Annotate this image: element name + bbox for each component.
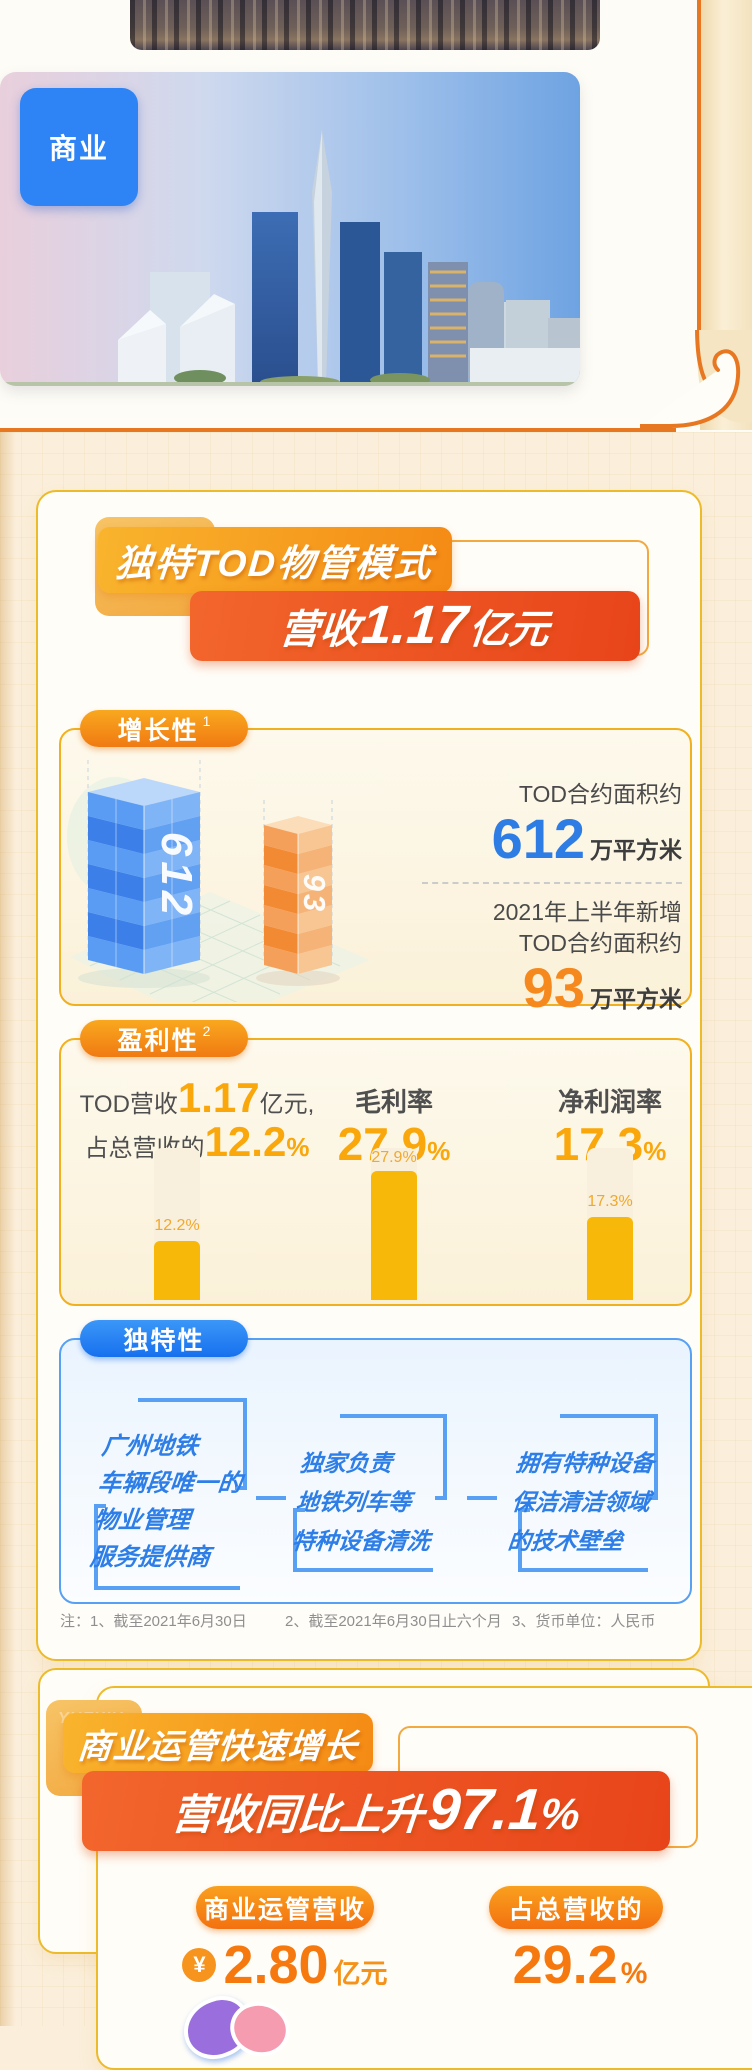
unique-line: 独家负责 (298, 1450, 394, 1476)
unique-line: 服务提供商 (88, 1544, 212, 1571)
unique-line: 的技术壁垒 (506, 1528, 625, 1554)
gross-margin-pct-sign: % (427, 1136, 451, 1166)
growth-pill-footnote: 1 (202, 712, 211, 729)
revenue-share-pill: 占总营收的 (489, 1886, 663, 1929)
bar-value-label: 17.3% (587, 1193, 633, 1210)
share-pct-sign: % (286, 1132, 310, 1163)
footnote-3: 3、货币单位：人民币 (512, 1613, 656, 1630)
bar-value-label: 12.2% (154, 1217, 200, 1234)
unique-line: 物业管理 (92, 1507, 192, 1534)
net-margin-pct-sign: % (643, 1136, 667, 1166)
commercial-revenue-unit: 亿元 (333, 1959, 388, 1989)
profit-pill-label: 盈利性 (117, 1026, 199, 1055)
section-tab-commercial[interactable]: 商业 (20, 88, 138, 206)
commercial-title-line1: 商业运管快速增长 (76, 1727, 360, 1766)
new-area-value: 93 (522, 955, 585, 1019)
tower-small-value: 93 (297, 874, 332, 914)
unique-item-2: 独家负责 地铁列车等 特种设备清洗 (290, 1444, 440, 1561)
unique-line: 保洁清洁领域 (510, 1489, 652, 1515)
bar-net-margin: 17.3% (587, 1148, 633, 1300)
new-area-label-line1: 2021年上半年新增 (492, 898, 682, 925)
growth-stats: TOD合约面积约 612 万平方米 2021年上半年新增 TOD合约面积约 93… (378, 779, 682, 1018)
footnote-1: 注：1、截至2021年6月30日 (60, 1613, 247, 1630)
revenue-share-pct-sign: % (620, 1957, 648, 1990)
tod-title-line1: 独特TOD物管模式 (114, 543, 436, 584)
unique-line: 广州地铁 (100, 1433, 200, 1460)
left-edge-shade (0, 432, 16, 2026)
new-area-unit: 万平方米 (590, 985, 682, 1012)
uniqueness-pill-label: 独特性 (123, 1326, 205, 1355)
revenue-share-value-row: 29.2 % (460, 1938, 700, 1992)
top-photo-strip (130, 0, 600, 50)
bar-value-label: 27.9% (371, 1149, 417, 1166)
gross-margin-label: 毛利率 (354, 1087, 433, 1117)
uniqueness-pill: 独特性 (80, 1320, 248, 1357)
contract-area-label: TOD合约面积约 (518, 781, 682, 807)
unique-item-1: 广州地铁 车辆段唯一的 物业管理 服务提供商 (88, 1428, 248, 1576)
commercial-revenue-pill: 商业运管营收 (196, 1886, 374, 1929)
yuan-coin-icon: ¥ (182, 1948, 217, 1982)
commercial-revenue-value-row: ¥ 2.80 亿元 (120, 1938, 450, 1992)
profit-pill-footnote: 2 (202, 1022, 211, 1039)
net-margin-label: 净利润率 (557, 1087, 662, 1117)
revenue-value: 1.17 (177, 1074, 260, 1121)
unique-line: 拥有特种设备 (514, 1450, 656, 1476)
profit-pill: 盈利性 2 (80, 1020, 248, 1057)
yoy-prefix: 营收同比上升 (169, 1790, 426, 1838)
share-value: 12.2 (204, 1118, 287, 1166)
page-bottom-border (0, 428, 676, 432)
bar-revenue-share: 12.2% (154, 1148, 200, 1300)
revenue-unit: 亿元, (259, 1091, 315, 1118)
page-curl-icon (640, 330, 752, 428)
footnote-2: 2、截至2021年6月30日止六个月 (285, 1613, 502, 1630)
unique-line: 车辆段唯一的 (96, 1470, 244, 1497)
contract-area-value: 612 (491, 807, 585, 871)
dashed-divider (422, 881, 682, 884)
profit-col-revenue: TOD营收 1.17 亿元, 占总营收的 12.2 % (64, 1074, 330, 1166)
bar-fill (154, 1241, 200, 1300)
revenue-prefix: TOD营收 (79, 1091, 178, 1118)
footnotes: 注：1、截至2021年6月30日 2、截至2021年6月30日止六个月 3、货币… (0, 1610, 752, 1630)
bar-gross-margin: 27.9% (371, 1148, 417, 1300)
page-curl-edge (697, 0, 701, 352)
unique-item-3: 拥有特种设备 保洁清洁领域 的技术壁垒 (506, 1444, 656, 1561)
tod-revenue-prefix: 营收 (278, 608, 363, 652)
tod-title-banner-1: 独特TOD物管模式 (98, 527, 452, 593)
commercial-title-banner-2: 营收同比上升 97.1 % (82, 1771, 670, 1851)
tower-bars-graphic: 612 93 (67, 760, 370, 1002)
unique-line: 地铁列车等 (294, 1489, 413, 1515)
bracket-decorations (94, 1398, 658, 1590)
tod-title-banner-2: 营收 1.17 亿元 (190, 591, 640, 661)
bar-fill (587, 1217, 633, 1300)
commercial-title-banner-1: 商业运管快速增长 (63, 1713, 373, 1773)
yoy-value: 97.1 (425, 1776, 544, 1842)
revenue-share-value: 29.2 (512, 1935, 618, 1995)
tod-revenue-suffix: 亿元 (467, 608, 552, 652)
bar-fill (371, 1171, 417, 1300)
new-area-label-line2: TOD合约面积约 (518, 929, 682, 956)
contract-area-unit: 万平方米 (590, 837, 682, 864)
yoy-pct-sign: % (538, 1789, 582, 1839)
unique-line: 特种设备清洗 (290, 1528, 432, 1554)
tod-revenue-value: 1.17 (359, 595, 471, 655)
growth-pill: 增长性 1 (80, 710, 248, 747)
tower-big-value: 612 (152, 832, 201, 920)
growth-pill-label: 增长性 (117, 716, 199, 745)
commercial-revenue-value: 2.80 (223, 1935, 329, 1995)
uniqueness-box (59, 1338, 692, 1604)
